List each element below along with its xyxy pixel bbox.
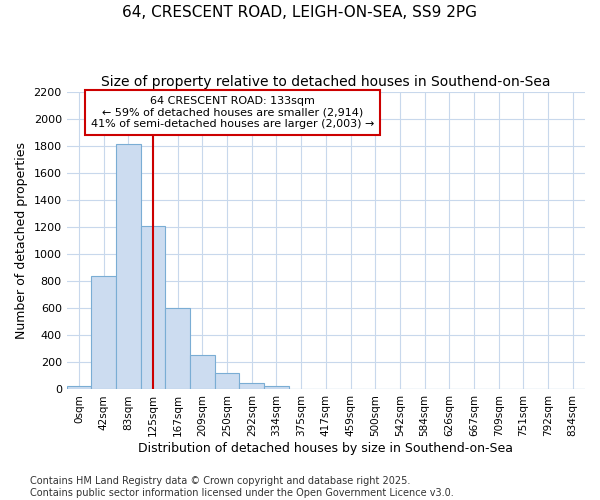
Bar — [190, 355, 215, 390]
Bar — [116, 144, 141, 390]
Bar — [166, 308, 190, 390]
Bar — [67, 386, 91, 390]
Bar — [141, 226, 166, 390]
Bar — [239, 382, 264, 390]
Text: Contains HM Land Registry data © Crown copyright and database right 2025.
Contai: Contains HM Land Registry data © Crown c… — [30, 476, 454, 498]
X-axis label: Distribution of detached houses by size in Southend-on-Sea: Distribution of detached houses by size … — [139, 442, 514, 455]
Bar — [264, 386, 289, 390]
Title: Size of property relative to detached houses in Southend-on-Sea: Size of property relative to detached ho… — [101, 75, 551, 89]
Text: 64, CRESCENT ROAD, LEIGH-ON-SEA, SS9 2PG: 64, CRESCENT ROAD, LEIGH-ON-SEA, SS9 2PG — [122, 5, 478, 20]
Text: 64 CRESCENT ROAD: 133sqm
← 59% of detached houses are smaller (2,914)
41% of sem: 64 CRESCENT ROAD: 133sqm ← 59% of detach… — [91, 96, 374, 129]
Y-axis label: Number of detached properties: Number of detached properties — [15, 142, 28, 339]
Bar — [215, 372, 239, 390]
Bar — [91, 276, 116, 390]
